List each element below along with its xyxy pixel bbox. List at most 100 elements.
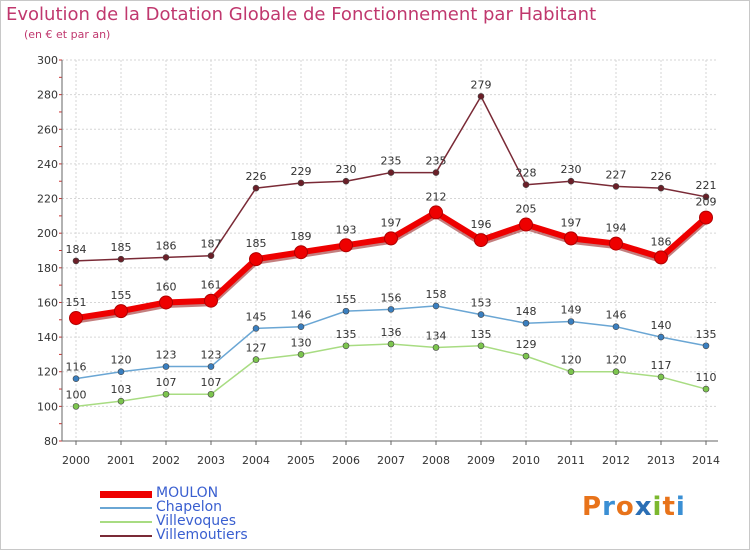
plot-area: [62, 60, 718, 441]
data-label-moulon: 189: [291, 230, 312, 243]
y-tick-label: 100: [37, 400, 58, 413]
data-label-villemoutiers: 187: [201, 238, 222, 251]
data-label-chapelon: 156: [381, 291, 402, 304]
data-label-moulon: 193: [336, 223, 357, 236]
data-label-villevoques: 117: [651, 359, 672, 372]
data-label-villevoques: 100: [66, 388, 87, 401]
data-label-villevoques: 136: [381, 326, 402, 339]
data-label-moulon: 212: [426, 190, 447, 203]
data-point-villemoutiers: [387, 169, 395, 176]
data-point-villemoutiers: [72, 257, 80, 265]
legend-swatch: [100, 535, 152, 537]
legend-item: Villevoques: [100, 513, 400, 529]
data-label-chapelon: 155: [336, 293, 357, 306]
data-point-chapelon: [72, 375, 80, 382]
y-tick-label: 200: [37, 227, 58, 240]
data-point-moulon: [204, 293, 218, 308]
data-point-chapelon: [207, 363, 215, 370]
data-label-moulon: 197: [561, 216, 582, 229]
data-label-villemoutiers: 230: [561, 163, 582, 176]
x-tick-label: 2001: [107, 454, 135, 467]
chart-subtitle: (en € et par an): [24, 28, 111, 41]
y-tick-label: 300: [37, 54, 58, 67]
data-label-villemoutiers: 186: [156, 239, 177, 252]
data-point-villevoques: [342, 342, 350, 350]
legend: MOULON Chapelon Villevoques Villemoutiers: [100, 485, 400, 543]
data-label-villevoques: 135: [471, 328, 492, 341]
data-point-chapelon: [432, 302, 440, 310]
data-point-chapelon: [387, 306, 395, 313]
data-point-villevoques: [162, 390, 170, 398]
logo-letter: i: [675, 492, 686, 522]
data-point-villevoques: [567, 368, 575, 376]
legend-item: MOULON: [100, 485, 400, 501]
data-label-moulon: 155: [111, 289, 132, 302]
data-point-villevoques: [117, 397, 125, 405]
x-tick-label: 2005: [287, 454, 315, 467]
data-label-chapelon: 146: [291, 309, 312, 322]
data-label-chapelon: 158: [426, 288, 447, 301]
legend-swatch: [100, 521, 152, 523]
data-point-moulon: [474, 233, 488, 248]
data-point-villemoutiers: [162, 254, 170, 261]
chart-title: Evolution de la Dotation Globale de Fonc…: [6, 4, 597, 25]
x-tick-label: 2006: [332, 454, 360, 467]
data-label-moulon: 197: [381, 216, 402, 229]
data-label-villemoutiers: 279: [471, 78, 492, 91]
data-label-villemoutiers: 230: [336, 163, 357, 176]
data-label-villemoutiers: 226: [246, 170, 267, 183]
y-tick-label: 140: [37, 331, 58, 344]
data-point-chapelon: [567, 318, 575, 325]
y-tick-label: 220: [37, 193, 58, 206]
data-label-moulon: 161: [201, 279, 222, 292]
data-label-villevoques: 130: [291, 336, 312, 349]
data-label-villevoques: 134: [426, 329, 447, 342]
data-point-chapelon: [702, 342, 710, 350]
data-point-chapelon: [252, 325, 260, 332]
data-point-villemoutiers: [342, 177, 350, 185]
data-point-villemoutiers: [522, 181, 530, 188]
data-label-villevoques: 127: [246, 342, 267, 355]
data-point-villemoutiers: [567, 177, 575, 185]
legend-label: Villevoques: [156, 513, 237, 529]
data-label-villemoutiers: 226: [651, 170, 672, 183]
data-label-villevoques: 120: [606, 354, 627, 367]
logo-letter: t: [662, 492, 676, 522]
x-tick-label: 2007: [377, 454, 405, 467]
data-point-moulon: [699, 210, 713, 225]
data-point-moulon: [384, 231, 398, 246]
data-label-villevoques: 110: [696, 371, 717, 384]
data-point-moulon: [249, 252, 263, 267]
data-point-villemoutiers: [702, 193, 710, 201]
data-label-moulon: 160: [156, 280, 177, 293]
data-point-chapelon: [342, 307, 350, 315]
data-label-chapelon: 116: [66, 361, 87, 374]
y-tick-label: 80: [44, 435, 58, 448]
data-label-villemoutiers: 185: [111, 241, 132, 254]
data-point-moulon: [654, 250, 668, 265]
data-point-chapelon: [612, 323, 620, 331]
y-tick-label: 160: [37, 296, 58, 309]
data-label-moulon: 209: [696, 196, 717, 209]
data-label-chapelon: 149: [561, 304, 582, 317]
x-tick-label: 2009: [467, 454, 495, 467]
data-label-chapelon: 153: [471, 297, 492, 310]
legend-label: Villemoutiers: [156, 527, 248, 543]
data-point-villevoques: [657, 373, 665, 381]
data-label-villemoutiers: 229: [291, 165, 312, 178]
data-label-chapelon: 123: [201, 349, 222, 362]
legend-swatch: [100, 490, 152, 498]
data-label-villevoques: 120: [561, 354, 582, 367]
data-label-villemoutiers: 221: [696, 179, 717, 192]
logo-letter: x: [634, 492, 653, 522]
data-point-villevoques: [207, 390, 215, 398]
data-point-moulon: [114, 304, 128, 319]
x-tick-label: 2012: [602, 454, 630, 467]
data-label-moulon: 194: [606, 222, 627, 235]
logo-letter: r: [602, 492, 616, 522]
data-point-chapelon: [117, 368, 125, 376]
data-label-villevoques: 135: [336, 328, 357, 341]
x-tick-label: 2013: [647, 454, 675, 467]
x-tick-label: 2011: [557, 454, 585, 467]
data-point-moulon: [339, 238, 353, 253]
